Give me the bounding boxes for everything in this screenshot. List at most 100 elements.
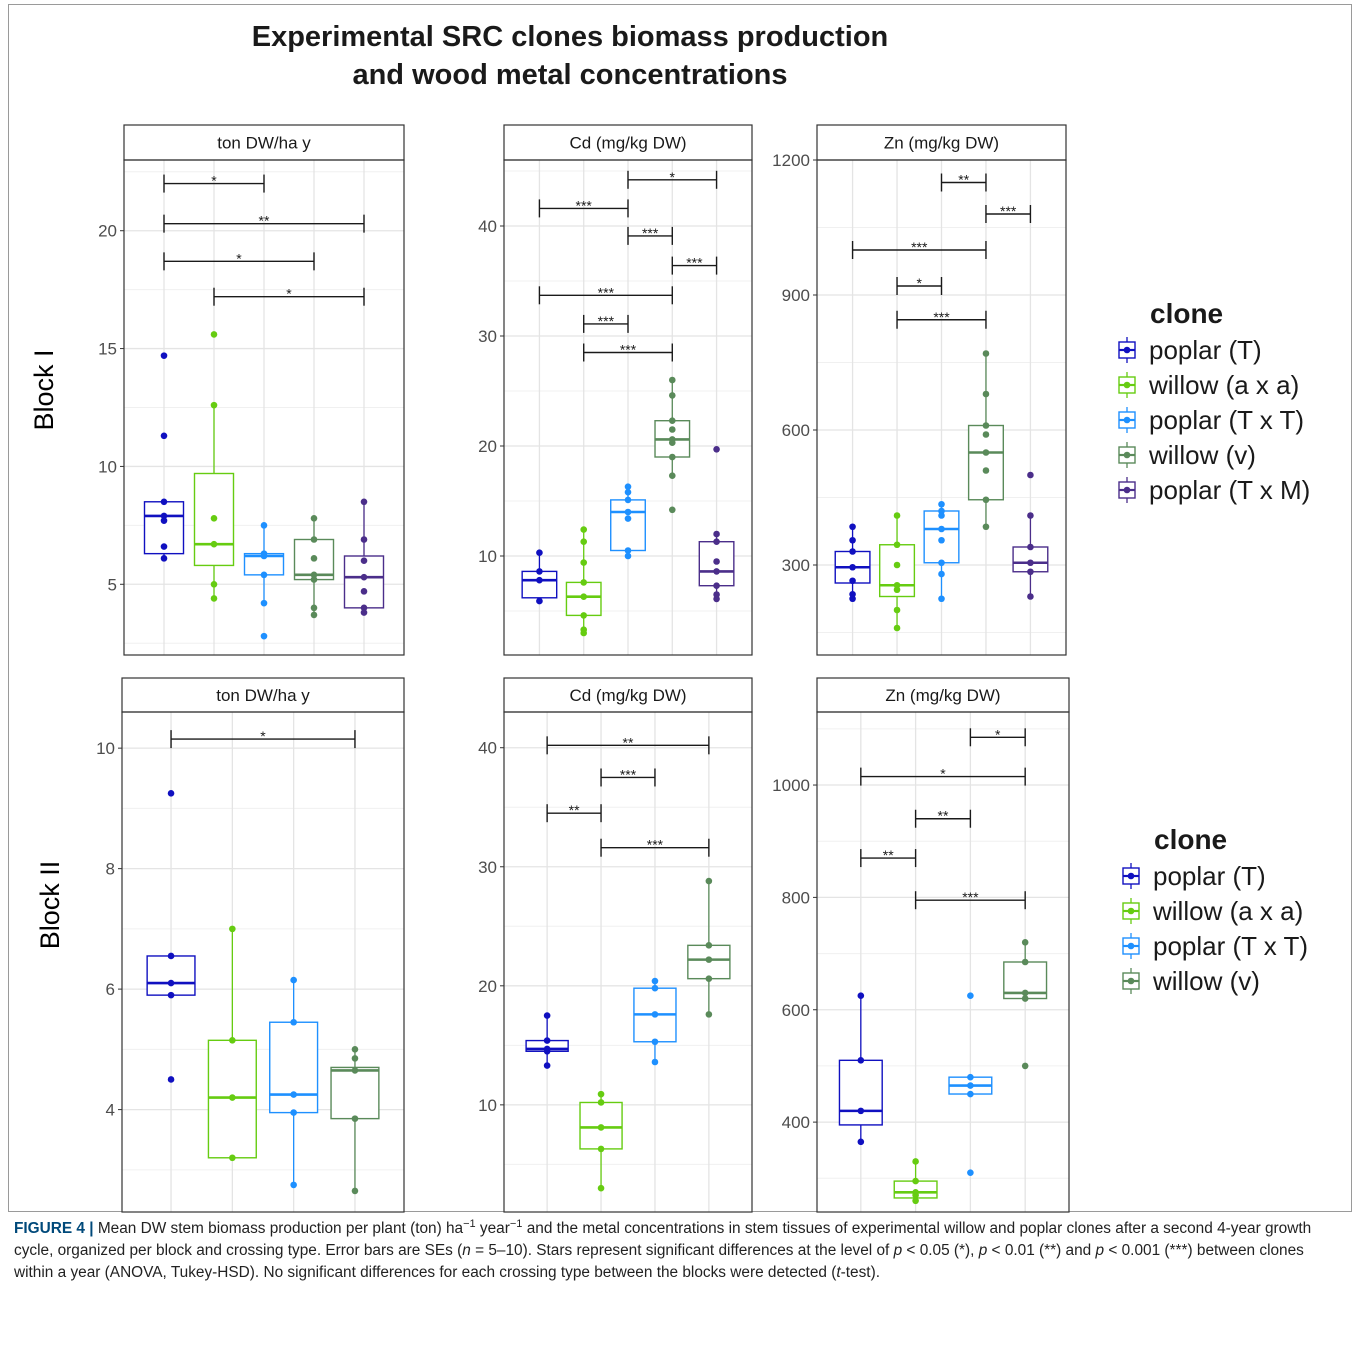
data-point [580,579,588,586]
significance-bracket: * [170,728,356,749]
panel-strip [121,677,405,713]
box-3 [243,522,285,640]
data-point [260,522,268,529]
data-point [624,508,632,516]
data-point [310,514,318,522]
legend-key-point [1127,942,1135,950]
significance-stars: *** [647,837,664,853]
data-point [651,984,659,992]
data-point [982,467,990,474]
data-point [624,496,632,504]
data-point [624,552,632,560]
data-point [536,549,543,556]
significance-stars: * [260,728,266,744]
data-point [580,593,588,600]
legend-key-point [1123,416,1131,424]
data-point [360,557,368,565]
data-point [310,536,318,543]
y-tick-label: 900 [782,286,810,305]
block-row-2: Block II ton DW/ha y 4 6 8 10 * Cd (mg/kg DW) 10… [35,677,1308,1213]
panel-strip [503,124,753,161]
y-tick-label: 5 [108,575,117,594]
data-point [624,547,632,554]
significance-bracket: * [163,250,315,271]
y-tick-label: 40 [478,739,497,758]
data-point [260,599,268,607]
box-4 [330,1046,380,1195]
data-point [982,422,990,429]
significance-stars: ** [259,213,270,229]
significance-stars: *** [933,309,950,325]
y-tick-label: 20 [478,437,497,456]
caption-n: n [462,1242,471,1259]
data-point [351,1055,359,1062]
data-point [310,604,318,612]
data-point [351,1187,359,1195]
box-2 [579,1090,623,1192]
significance-stars: *** [576,197,593,213]
legend-label: willow (a x a) [1152,896,1303,926]
data-point [713,558,720,565]
y-tick-label: 1000 [772,776,810,795]
data-point [210,580,218,588]
significance-stars: *** [962,889,979,905]
caption-p1: p [893,1242,903,1259]
data-point [160,498,168,506]
panel-strip [816,677,1070,713]
legend-key-point [1127,977,1135,985]
y-tick-label: 15 [98,340,117,359]
legend-key-point [1123,451,1131,459]
data-point [210,595,218,602]
caption-text-7: < 0.001 (***) between clones within a ye… [14,1242,1304,1281]
data-point [938,500,945,508]
data-point [912,1189,919,1196]
data-point [651,977,659,985]
data-point [938,536,945,544]
strip-label: Cd (mg/kg DW) [569,686,686,705]
data-point [1027,512,1034,519]
data-point [360,604,368,612]
data-point [167,979,175,987]
data-point [651,1038,659,1046]
box-4 [1003,939,1048,1070]
significance-stars: *** [911,239,928,255]
data-point [360,609,368,616]
significance-stars: *** [620,766,637,782]
significance-stars: * [917,275,923,291]
data-point [536,597,543,605]
significance-bracket: ** [914,808,972,828]
significance-bracket: *** [985,203,1032,223]
significance-stars: *** [1000,203,1017,219]
data-point [912,1197,919,1205]
box-1 [525,1012,569,1069]
significance-stars: ** [569,802,580,818]
data-point [857,1107,865,1115]
data-point [938,570,945,578]
legend-label: poplar (T) [1153,861,1266,891]
data-point [668,392,676,399]
data-point [849,563,856,571]
caption-text-1: Mean DW stem biomass production per plan… [93,1220,464,1237]
significance-bracket: ** [546,734,710,755]
data-point [597,1090,605,1098]
data-point [360,588,368,595]
data-point [713,591,720,598]
data-point [651,1058,659,1066]
data-point [624,515,632,522]
data-point [229,925,236,933]
data-point [849,577,856,585]
significance-bracket: *** [600,837,710,857]
legend-label: poplar (T x T) [1149,405,1304,435]
box-2 [565,526,602,637]
data-point [705,942,713,949]
data-point [580,626,588,633]
significance-stars: * [995,726,1001,742]
data-point [597,1099,605,1106]
data-point [1027,593,1034,600]
data-point [668,376,676,384]
box-body [610,499,646,552]
data-point [982,431,990,438]
significance-stars: * [236,250,242,266]
